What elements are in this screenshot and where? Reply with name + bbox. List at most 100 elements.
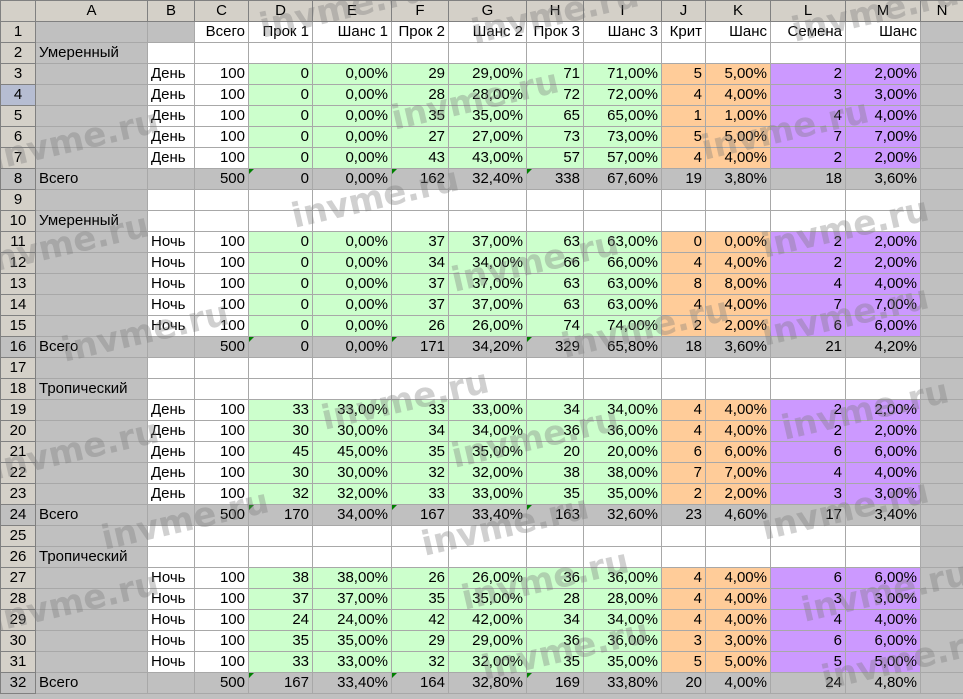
value-cell-i[interactable]: 57,00% xyxy=(584,148,662,169)
value-cell-h[interactable]: 73 xyxy=(527,127,584,148)
value-cell-l[interactable]: 5 xyxy=(771,652,846,673)
row-header[interactable]: 8 xyxy=(1,169,36,190)
value-cell-k[interactable]: 2,00% xyxy=(706,316,771,337)
value-cell-c[interactable]: 100 xyxy=(195,610,249,631)
row-header[interactable]: 15 xyxy=(1,316,36,337)
cell[interactable] xyxy=(921,484,963,505)
cell[interactable] xyxy=(36,484,148,505)
value-cell-h[interactable]: 36 xyxy=(527,631,584,652)
value-cell-c[interactable]: 100 xyxy=(195,400,249,421)
value-cell-l[interactable]: 4 xyxy=(771,610,846,631)
cell[interactable] xyxy=(921,421,963,442)
value-cell-l[interactable]: 4 xyxy=(771,463,846,484)
total-cell-k[interactable]: 4,60% xyxy=(706,505,771,526)
row-header[interactable]: 2 xyxy=(1,43,36,64)
period-cell[interactable]: Ночь xyxy=(148,253,195,274)
value-cell-j[interactable]: 5 xyxy=(662,127,706,148)
value-cell-c[interactable]: 100 xyxy=(195,589,249,610)
value-cell-g[interactable]: 34,00% xyxy=(449,421,527,442)
value-cell-e[interactable]: 0,00% xyxy=(313,316,392,337)
value-cell-l[interactable]: 3 xyxy=(771,85,846,106)
cell[interactable] xyxy=(771,358,846,379)
value-cell-l[interactable]: 4 xyxy=(771,274,846,295)
cell[interactable] xyxy=(527,526,584,547)
value-cell-g[interactable]: 28,00% xyxy=(449,85,527,106)
value-cell-e[interactable]: 0,00% xyxy=(313,232,392,253)
value-cell-f[interactable]: 43 xyxy=(392,148,449,169)
section-title-cell[interactable]: Умеренный xyxy=(36,211,148,232)
cell[interactable] xyxy=(921,43,963,64)
value-cell-d[interactable]: 0 xyxy=(249,64,313,85)
total-cell-l[interactable]: 17 xyxy=(771,505,846,526)
value-cell-k[interactable]: 2,00% xyxy=(706,484,771,505)
value-cell-h[interactable]: 36 xyxy=(527,421,584,442)
cell[interactable] xyxy=(313,211,392,232)
cell[interactable] xyxy=(662,358,706,379)
cell[interactable] xyxy=(148,505,195,526)
cell[interactable] xyxy=(392,358,449,379)
value-cell-l[interactable]: 7 xyxy=(771,127,846,148)
value-cell-d[interactable]: 33 xyxy=(249,400,313,421)
value-cell-m[interactable]: 2,00% xyxy=(846,400,921,421)
value-cell-i[interactable]: 74,00% xyxy=(584,316,662,337)
cell[interactable] xyxy=(921,589,963,610)
total-cell-e[interactable]: 0,00% xyxy=(313,337,392,358)
total-cell-m[interactable]: 3,60% xyxy=(846,169,921,190)
cell[interactable] xyxy=(392,547,449,568)
value-cell-c[interactable]: 100 xyxy=(195,442,249,463)
cell[interactable] xyxy=(584,211,662,232)
cell[interactable] xyxy=(36,631,148,652)
value-cell-f[interactable]: 37 xyxy=(392,232,449,253)
cell[interactable] xyxy=(36,589,148,610)
period-cell[interactable]: Ночь xyxy=(148,652,195,673)
value-cell-h[interactable]: 20 xyxy=(527,442,584,463)
cell[interactable] xyxy=(195,547,249,568)
total-cell-l[interactable]: 18 xyxy=(771,169,846,190)
value-cell-d[interactable]: 0 xyxy=(249,127,313,148)
value-cell-c[interactable]: 100 xyxy=(195,484,249,505)
cell[interactable] xyxy=(449,358,527,379)
value-cell-c[interactable]: 100 xyxy=(195,316,249,337)
column-header[interactable]: B xyxy=(148,1,195,22)
value-cell-l[interactable]: 3 xyxy=(771,589,846,610)
total-cell-h[interactable]: 163 xyxy=(527,505,584,526)
cell[interactable] xyxy=(392,379,449,400)
value-cell-g[interactable]: 32,00% xyxy=(449,652,527,673)
cell[interactable] xyxy=(771,547,846,568)
cell[interactable] xyxy=(36,190,148,211)
total-label-cell[interactable]: Всего xyxy=(36,337,148,358)
value-cell-l[interactable]: 6 xyxy=(771,316,846,337)
value-cell-l[interactable]: 2 xyxy=(771,253,846,274)
value-cell-f[interactable]: 28 xyxy=(392,85,449,106)
value-cell-i[interactable]: 28,00% xyxy=(584,589,662,610)
value-cell-k[interactable]: 5,00% xyxy=(706,64,771,85)
cell[interactable] xyxy=(313,358,392,379)
cell[interactable] xyxy=(527,379,584,400)
value-cell-k[interactable]: 4,00% xyxy=(706,589,771,610)
value-cell-c[interactable]: 100 xyxy=(195,274,249,295)
value-cell-f[interactable]: 26 xyxy=(392,568,449,589)
total-cell-d[interactable]: 0 xyxy=(249,169,313,190)
cell[interactable] xyxy=(921,64,963,85)
cell[interactable] xyxy=(195,190,249,211)
value-cell-g[interactable]: 35,00% xyxy=(449,589,527,610)
row-header[interactable]: 11 xyxy=(1,232,36,253)
cell[interactable] xyxy=(921,463,963,484)
cell[interactable] xyxy=(148,358,195,379)
value-cell-f[interactable]: 34 xyxy=(392,421,449,442)
cell[interactable] xyxy=(527,190,584,211)
cell[interactable] xyxy=(392,43,449,64)
value-cell-j[interactable]: 3 xyxy=(662,631,706,652)
cell[interactable] xyxy=(662,526,706,547)
row-header[interactable]: 28 xyxy=(1,589,36,610)
value-cell-e[interactable]: 37,00% xyxy=(313,589,392,610)
value-cell-h[interactable]: 35 xyxy=(527,652,584,673)
value-cell-e[interactable]: 45,00% xyxy=(313,442,392,463)
cell[interactable] xyxy=(249,547,313,568)
value-cell-k[interactable]: 3,00% xyxy=(706,631,771,652)
value-cell-l[interactable]: 2 xyxy=(771,400,846,421)
value-cell-j[interactable]: 8 xyxy=(662,274,706,295)
value-cell-d[interactable]: 0 xyxy=(249,316,313,337)
row-header[interactable]: 25 xyxy=(1,526,36,547)
cell[interactable] xyxy=(921,379,963,400)
